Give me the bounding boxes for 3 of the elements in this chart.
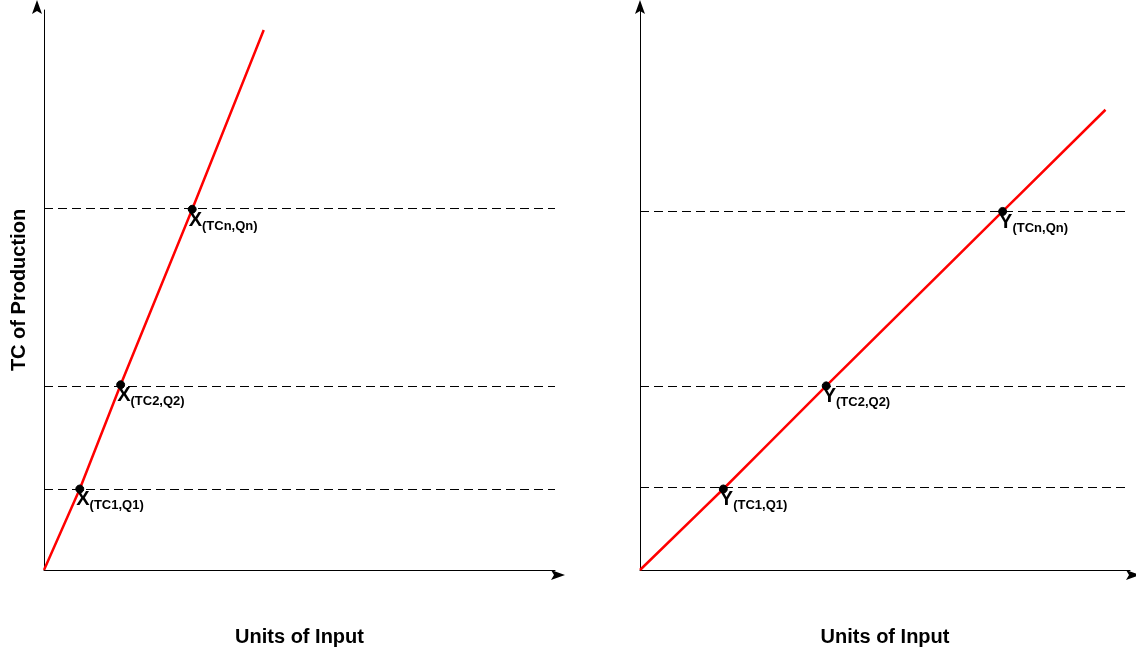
x-axis-title: Units of Input — [235, 625, 365, 647]
x-axis-title: Units of Input — [820, 625, 950, 647]
y-axis-title: TC of Production — [7, 208, 29, 372]
